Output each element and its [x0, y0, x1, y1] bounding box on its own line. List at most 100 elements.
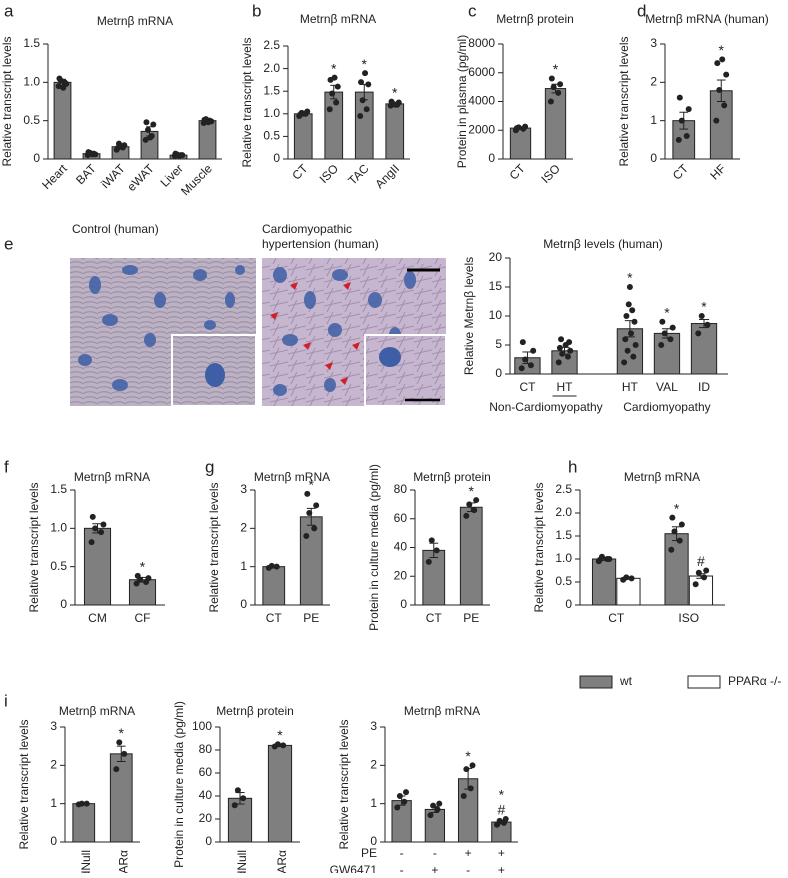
y-tick-label: 3 — [370, 719, 377, 733]
y-axis-label: Relative transcript levels — [532, 482, 546, 612]
data-point — [463, 512, 470, 519]
data-point — [721, 102, 728, 109]
x-tick-label: HT — [557, 380, 574, 394]
significance-mark: * — [664, 305, 670, 321]
bar — [459, 506, 483, 606]
data-point — [625, 301, 632, 308]
significance-mark: * — [309, 477, 315, 493]
x-tick-label: Heart — [39, 161, 70, 192]
image-caption: Cardiomyopathic — [262, 222, 352, 236]
data-point — [698, 313, 705, 319]
chart-title: Metrnβ protein — [216, 704, 294, 718]
y-tick-label: 0 — [650, 151, 657, 165]
y-tick-label: 80 — [199, 742, 213, 756]
significance-mark: * — [465, 748, 471, 764]
data-point — [176, 152, 183, 159]
data-point — [433, 547, 440, 554]
x-tick-label: AngII — [372, 161, 402, 191]
condition-value: + — [498, 846, 505, 860]
y-axis-label: Relative transcript levels — [337, 719, 351, 849]
data-point — [623, 313, 630, 319]
chart-title: Metrnβ mRNA (human) — [645, 12, 769, 26]
condition-value: - — [433, 846, 437, 860]
data-point — [467, 785, 474, 792]
y-axis-label: Protein in plasma (pg/ml) — [455, 35, 469, 168]
data-point — [326, 106, 333, 113]
y-tick-label: 2000 — [468, 122, 495, 136]
y-tick-label: 6000 — [468, 65, 495, 79]
data-point — [621, 359, 628, 366]
data-point — [547, 98, 554, 105]
chart-title: Metrnβ mRNA — [74, 470, 150, 484]
data-point — [683, 133, 690, 139]
data-point — [513, 125, 520, 132]
data-point — [98, 529, 105, 536]
bar — [83, 527, 112, 606]
y-tick-label: 0 — [565, 597, 572, 611]
image-caption: hypertension (human) — [262, 237, 379, 251]
data-point — [556, 344, 563, 351]
y-axis-label: Relative transcript levels — [207, 482, 221, 612]
y-tick-label: 1.5 — [263, 83, 280, 97]
data-point — [78, 800, 85, 807]
micrograph-cardiomyopathy — [262, 258, 447, 407]
image-caption: Control (human) — [72, 222, 159, 236]
data-point — [719, 56, 726, 63]
data-point — [301, 110, 308, 117]
significance-mark: * — [719, 42, 725, 58]
significance-mark: * — [331, 60, 337, 76]
y-tick-label: 2 — [650, 75, 657, 89]
data-point — [622, 336, 629, 343]
data-point — [115, 140, 122, 147]
data-point — [274, 741, 281, 748]
x-tick-label: CF — [135, 611, 151, 625]
data-point — [471, 507, 478, 514]
y-tick-label: 2 — [240, 521, 247, 535]
data-point — [716, 87, 723, 93]
y-axis-label: Relative transcript levels — [27, 482, 41, 612]
data-point — [671, 528, 678, 535]
data-point — [56, 75, 63, 82]
bar — [72, 803, 96, 843]
x-tick-label: iWAT — [98, 161, 128, 191]
data-point — [331, 74, 338, 81]
data-point — [519, 339, 526, 346]
data-point — [143, 119, 150, 126]
legend-label: wt — [619, 674, 633, 688]
x-tick-label: AdPPARα — [116, 850, 130, 873]
data-point — [496, 817, 503, 824]
y-tick-label: 10 — [489, 308, 503, 322]
data-point — [658, 342, 665, 348]
data-point — [661, 330, 668, 337]
data-point — [527, 362, 534, 369]
chart-title: Metrnβ mRNA — [404, 704, 480, 718]
bar — [385, 103, 405, 160]
data-point — [566, 339, 573, 346]
y-tick-label: 100 — [192, 719, 212, 733]
panel-letter: a — [4, 1, 14, 20]
data-point — [626, 284, 633, 290]
bar — [128, 579, 157, 606]
data-point — [303, 533, 310, 539]
bar — [664, 533, 689, 606]
data-point — [685, 106, 692, 113]
significance-mark: * — [701, 299, 707, 315]
data-point — [695, 569, 702, 576]
bar — [688, 575, 714, 606]
x-tick-label: ID — [698, 380, 710, 394]
data-point — [430, 802, 437, 809]
data-point — [89, 151, 96, 158]
y-tick-label: 0 — [273, 151, 280, 165]
data-point — [667, 336, 674, 343]
panel-letter: b — [252, 1, 261, 20]
data-point — [306, 510, 313, 516]
group-label: Cardiomyopathy — [623, 400, 710, 414]
y-tick-label: 0 — [60, 597, 67, 611]
data-point — [624, 347, 631, 354]
panel-letter: g — [205, 457, 214, 476]
data-point — [550, 84, 557, 91]
data-point — [401, 798, 408, 805]
data-point — [55, 83, 62, 90]
y-tick-label: 1.5 — [50, 482, 67, 496]
bar — [53, 81, 72, 160]
